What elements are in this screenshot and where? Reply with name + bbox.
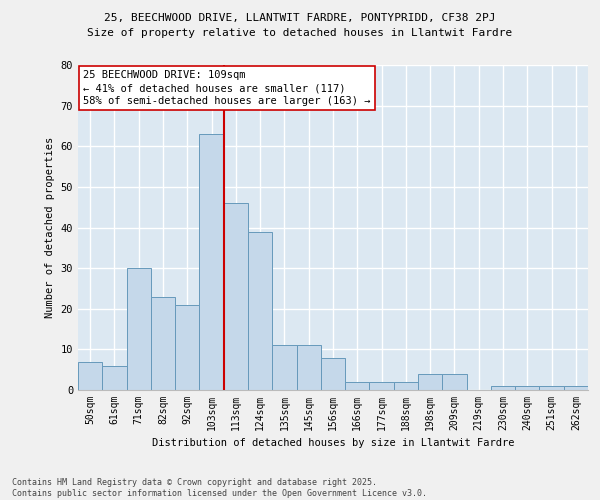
Bar	[491, 386, 515, 390]
X-axis label: Distribution of detached houses by size in Llantwit Fardre: Distribution of detached houses by size …	[152, 438, 514, 448]
Bar	[370, 382, 394, 390]
Bar	[151, 296, 175, 390]
Bar	[248, 232, 272, 390]
Bar	[564, 386, 588, 390]
Bar	[224, 203, 248, 390]
Bar	[345, 382, 370, 390]
Bar	[515, 386, 539, 390]
Text: 25, BEECHWOOD DRIVE, LLANTWIT FARDRE, PONTYPRIDD, CF38 2PJ: 25, BEECHWOOD DRIVE, LLANTWIT FARDRE, PO…	[104, 12, 496, 22]
Bar	[102, 366, 127, 390]
Text: Size of property relative to detached houses in Llantwit Fardre: Size of property relative to detached ho…	[88, 28, 512, 38]
Bar	[442, 374, 467, 390]
Bar	[78, 362, 102, 390]
Y-axis label: Number of detached properties: Number of detached properties	[45, 137, 55, 318]
Bar	[127, 268, 151, 390]
Bar	[296, 346, 321, 390]
Bar	[175, 304, 199, 390]
Bar	[272, 346, 296, 390]
Bar	[539, 386, 564, 390]
Text: 25 BEECHWOOD DRIVE: 109sqm
← 41% of detached houses are smaller (117)
58% of sem: 25 BEECHWOOD DRIVE: 109sqm ← 41% of deta…	[83, 70, 371, 106]
Bar	[199, 134, 224, 390]
Bar	[321, 358, 345, 390]
Text: Contains HM Land Registry data © Crown copyright and database right 2025.
Contai: Contains HM Land Registry data © Crown c…	[12, 478, 427, 498]
Bar	[394, 382, 418, 390]
Bar	[418, 374, 442, 390]
